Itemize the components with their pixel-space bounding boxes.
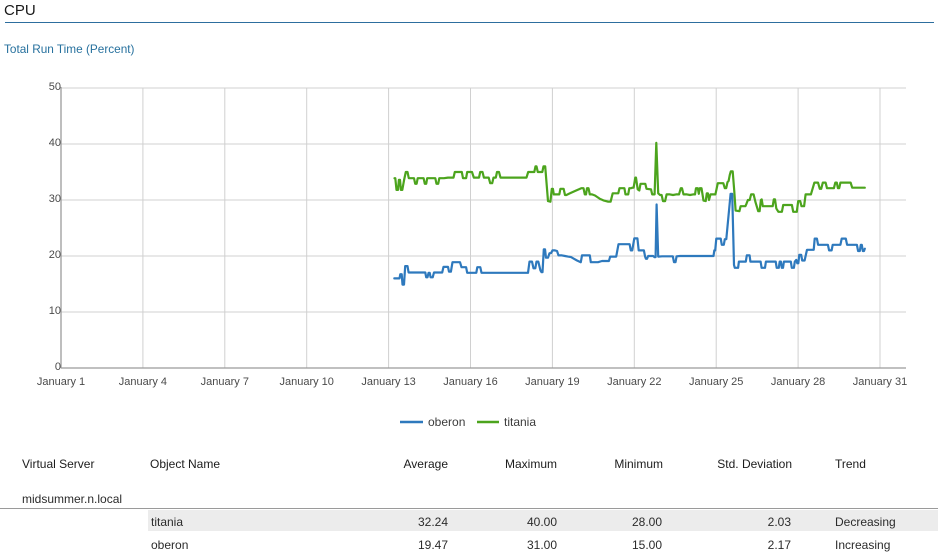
svg-text:January 4: January 4 (119, 376, 167, 388)
svg-text:January 7: January 7 (201, 376, 249, 388)
svg-text:January 10: January 10 (279, 376, 333, 388)
svg-text:January 25: January 25 (689, 376, 743, 388)
svg-text:30: 30 (49, 193, 61, 205)
svg-text:0: 0 (55, 361, 61, 373)
svg-text:40: 40 (49, 137, 61, 149)
svg-text:oberon: oberon (428, 415, 465, 429)
svg-text:January 16: January 16 (443, 376, 497, 388)
svg-text:January 19: January 19 (525, 376, 579, 388)
svg-text:January 13: January 13 (361, 376, 415, 388)
svg-text:January 1: January 1 (37, 376, 85, 388)
svg-text:10: 10 (49, 305, 61, 317)
svg-text:January 28: January 28 (771, 376, 825, 388)
svg-text:January 22: January 22 (607, 376, 661, 388)
svg-text:January 31: January 31 (853, 376, 907, 388)
svg-text:20: 20 (49, 249, 61, 261)
svg-text:50: 50 (49, 81, 61, 93)
svg-text:titania: titania (504, 415, 536, 429)
